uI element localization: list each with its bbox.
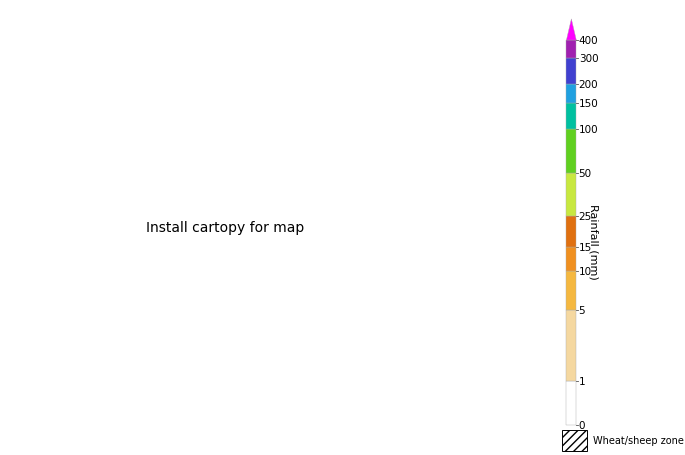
Text: 200: 200 [579,80,598,90]
Bar [566,129,576,173]
Text: 150: 150 [579,99,599,109]
Bar [566,217,576,248]
Bar [566,248,576,272]
Text: 10: 10 [579,267,592,277]
Bar [566,85,576,104]
Bar [566,310,576,381]
Bar [566,173,576,217]
Text: 0: 0 [579,420,585,430]
Text: 100: 100 [579,124,598,134]
Text: Install cartopy for map: Install cartopy for map [145,221,304,234]
Text: 300: 300 [579,54,598,64]
Text: 50: 50 [579,168,592,178]
Text: Rainfall (mm): Rainfall (mm) [589,203,599,278]
Polygon shape [566,20,576,41]
Bar [566,272,576,310]
Bar [566,59,576,85]
Text: 5: 5 [579,305,585,315]
Text: 15: 15 [579,243,592,253]
Text: 400: 400 [579,36,598,46]
Bar [566,381,576,425]
Bar [562,430,586,450]
Text: 1: 1 [579,376,585,386]
Text: Wheat/sheep zone: Wheat/sheep zone [593,435,684,445]
Bar [566,41,576,59]
Text: 25: 25 [579,212,592,222]
Bar [566,104,576,129]
